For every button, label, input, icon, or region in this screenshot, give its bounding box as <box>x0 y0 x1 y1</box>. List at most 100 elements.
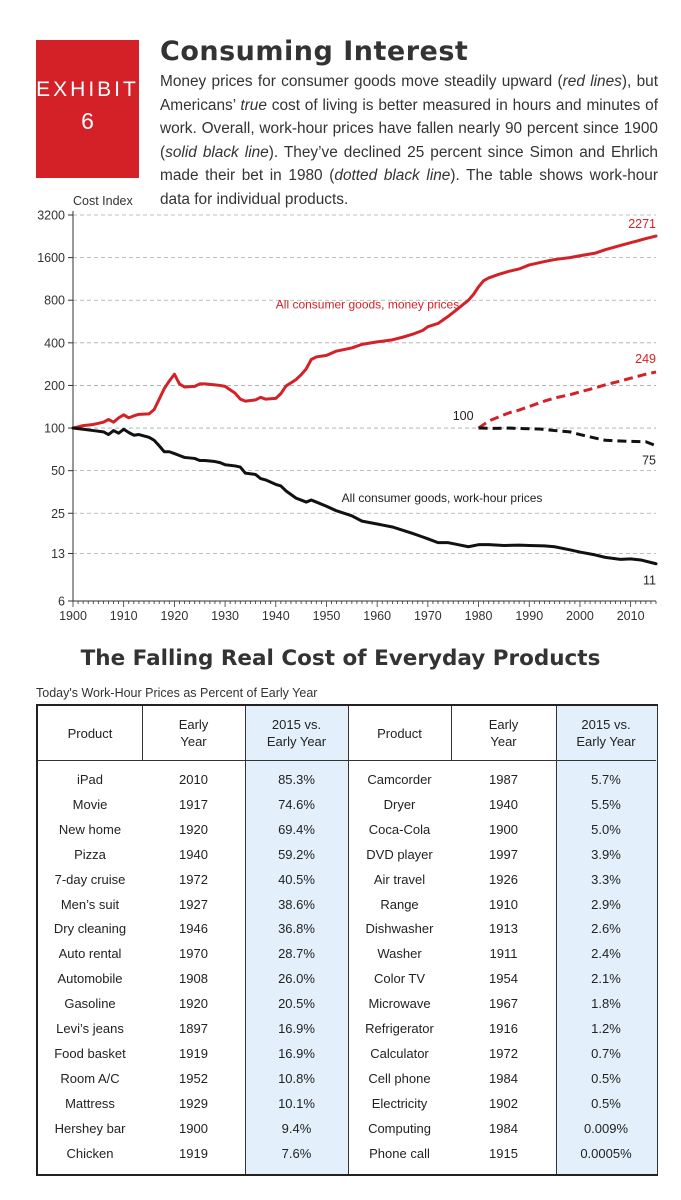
header-divider <box>38 760 656 761</box>
table-cell: 1916 <box>489 1021 518 1036</box>
table-cell: 36.8% <box>278 921 315 937</box>
table-cell: 1920 <box>179 821 208 837</box>
table-cell: 1984 <box>489 1120 518 1136</box>
table-cell: Air travel <box>373 871 426 887</box>
y-tick-label: 25 <box>51 507 65 521</box>
table-cell: 28.7% <box>278 946 315 962</box>
table-cell: 1967 <box>489 996 518 1012</box>
table-cell: Chicken <box>66 1145 114 1161</box>
table-cell: Camcorder <box>367 772 432 787</box>
data-label: 75 <box>642 454 656 468</box>
table-cell: 1946 <box>179 921 208 937</box>
table-cell: 1.2% <box>591 1021 621 1036</box>
table-cell: 1900 <box>489 821 518 837</box>
page-title: Consuming Interest <box>160 36 469 67</box>
table-cell: 9.4% <box>281 1120 312 1136</box>
table-cell: 1997 <box>489 846 518 862</box>
x-tick-label: 1920 <box>160 609 188 623</box>
y-tick-label: 3200 <box>37 209 65 223</box>
x-tick-label: 1910 <box>110 609 138 623</box>
column-divider <box>142 706 143 760</box>
table-cell: 1984 <box>489 1070 518 1086</box>
table-cell: DVD player <box>366 846 433 862</box>
table-cell: Phone call <box>369 1145 430 1161</box>
table-cell: 1927 <box>179 896 208 912</box>
description-emphasis: dotted black line <box>334 167 451 184</box>
column-divider <box>451 706 452 760</box>
table-cell: 1902 <box>489 1095 518 1111</box>
table-cell: 3.3% <box>591 871 621 887</box>
y-tick-label: 200 <box>44 379 65 393</box>
table-cell: 20.5% <box>278 996 315 1012</box>
table-cell: 0.0005% <box>580 1145 632 1161</box>
highlight-column <box>245 706 349 1174</box>
data-label: All consumer goods, money prices <box>276 297 459 311</box>
table-cell: 0.5% <box>591 1095 621 1111</box>
table-cell: 1972 <box>489 1045 518 1061</box>
table-cell: Microwave <box>368 996 431 1012</box>
table-cell: 1911 <box>489 946 518 962</box>
table-cell: 1900 <box>179 1120 208 1136</box>
table-cell: iPad <box>76 772 104 787</box>
table-cell: Automobile <box>57 971 123 987</box>
table-cell: 0.7% <box>591 1045 621 1061</box>
data-table: Product Early Year 2015 vs. Early Year Prod… <box>36 704 658 1176</box>
table-cell: 2.1% <box>591 971 621 987</box>
table-cell: Coca-Cola <box>368 821 431 837</box>
data-label: 11 <box>643 574 656 588</box>
x-tick-label: 1990 <box>515 609 543 623</box>
table-cell: 16.9% <box>278 1021 315 1036</box>
table-cell: 59.2% <box>278 846 315 862</box>
description-text: ). The table shows work-hour data for in… <box>160 167 658 208</box>
table-cell: 5.7% <box>591 772 621 787</box>
column-header: 2015 vs. Early Year <box>266 717 327 749</box>
exhibit-badge: EXHIBIT 6 <box>36 40 139 178</box>
table-cell: 2.6% <box>591 921 621 937</box>
table-cell: Mattress <box>65 1095 115 1111</box>
table-cell: 3.9% <box>591 846 621 862</box>
table-cell: Room A/C <box>60 1070 120 1086</box>
x-tick-label: 1970 <box>414 609 442 623</box>
highlight-column <box>556 706 658 1174</box>
line-chart: 6 13 25 50 100 200 400 800 1600 3200 1900 1910 1920 1… <box>37 194 658 623</box>
description-text: cost of living is better measured in hou… <box>160 96 658 161</box>
y-tick-label: 1600 <box>37 251 65 265</box>
table-cell: 16.9% <box>278 1045 315 1061</box>
table-cell: 2.4% <box>591 946 621 962</box>
series-line <box>71 426 658 566</box>
description-text: ). They’ve declined 25 percent since Sim… <box>160 143 658 185</box>
description: Money prices for consumer goods move ste… <box>160 70 658 211</box>
table-cell: 1952 <box>179 1070 208 1086</box>
y-tick-label: 50 <box>51 464 65 478</box>
table-cell: Electricity <box>371 1095 428 1111</box>
table-cell: Color TV <box>373 971 426 987</box>
table-cell: Dryer <box>383 796 416 812</box>
table-cell: 26.0% <box>278 971 315 987</box>
table-cell: 1919 <box>179 1045 208 1061</box>
x-tick-label: 2000 <box>566 609 594 623</box>
column-header: Product <box>377 725 422 741</box>
table-cell: 7.6% <box>281 1145 312 1161</box>
table-cell: 1915 <box>489 1145 518 1161</box>
table-cell: 1940 <box>179 846 208 862</box>
table-cell: 1913 <box>489 921 518 937</box>
column-header: 2015 vs. Early Year <box>576 717 636 749</box>
y-tick-label: 800 <box>44 294 65 308</box>
table-cell: 1919 <box>179 1145 208 1161</box>
table-cell: Hershey bar <box>54 1120 126 1136</box>
x-tick-label: 1960 <box>363 609 391 623</box>
table-cell: 2010 <box>179 772 208 787</box>
table-cell: Men’s suit <box>60 896 120 912</box>
table-cell: 0.009% <box>583 1120 629 1136</box>
table-cell: Washer <box>377 946 422 962</box>
table-cell: 69.4% <box>278 821 315 837</box>
table-cell: Dishwasher <box>365 921 434 937</box>
x-tick-label: 2010 <box>617 609 645 623</box>
table-cell: 74.6% <box>278 796 315 812</box>
x-tick-label: 1950 <box>313 609 341 623</box>
table-cell: 1970 <box>179 946 208 962</box>
table-cell: 1908 <box>179 971 208 987</box>
description-text: ), but Americans’ <box>160 73 658 114</box>
y-tick-label: 13 <box>51 547 65 561</box>
y-axis-label: Cost Index <box>73 194 134 208</box>
